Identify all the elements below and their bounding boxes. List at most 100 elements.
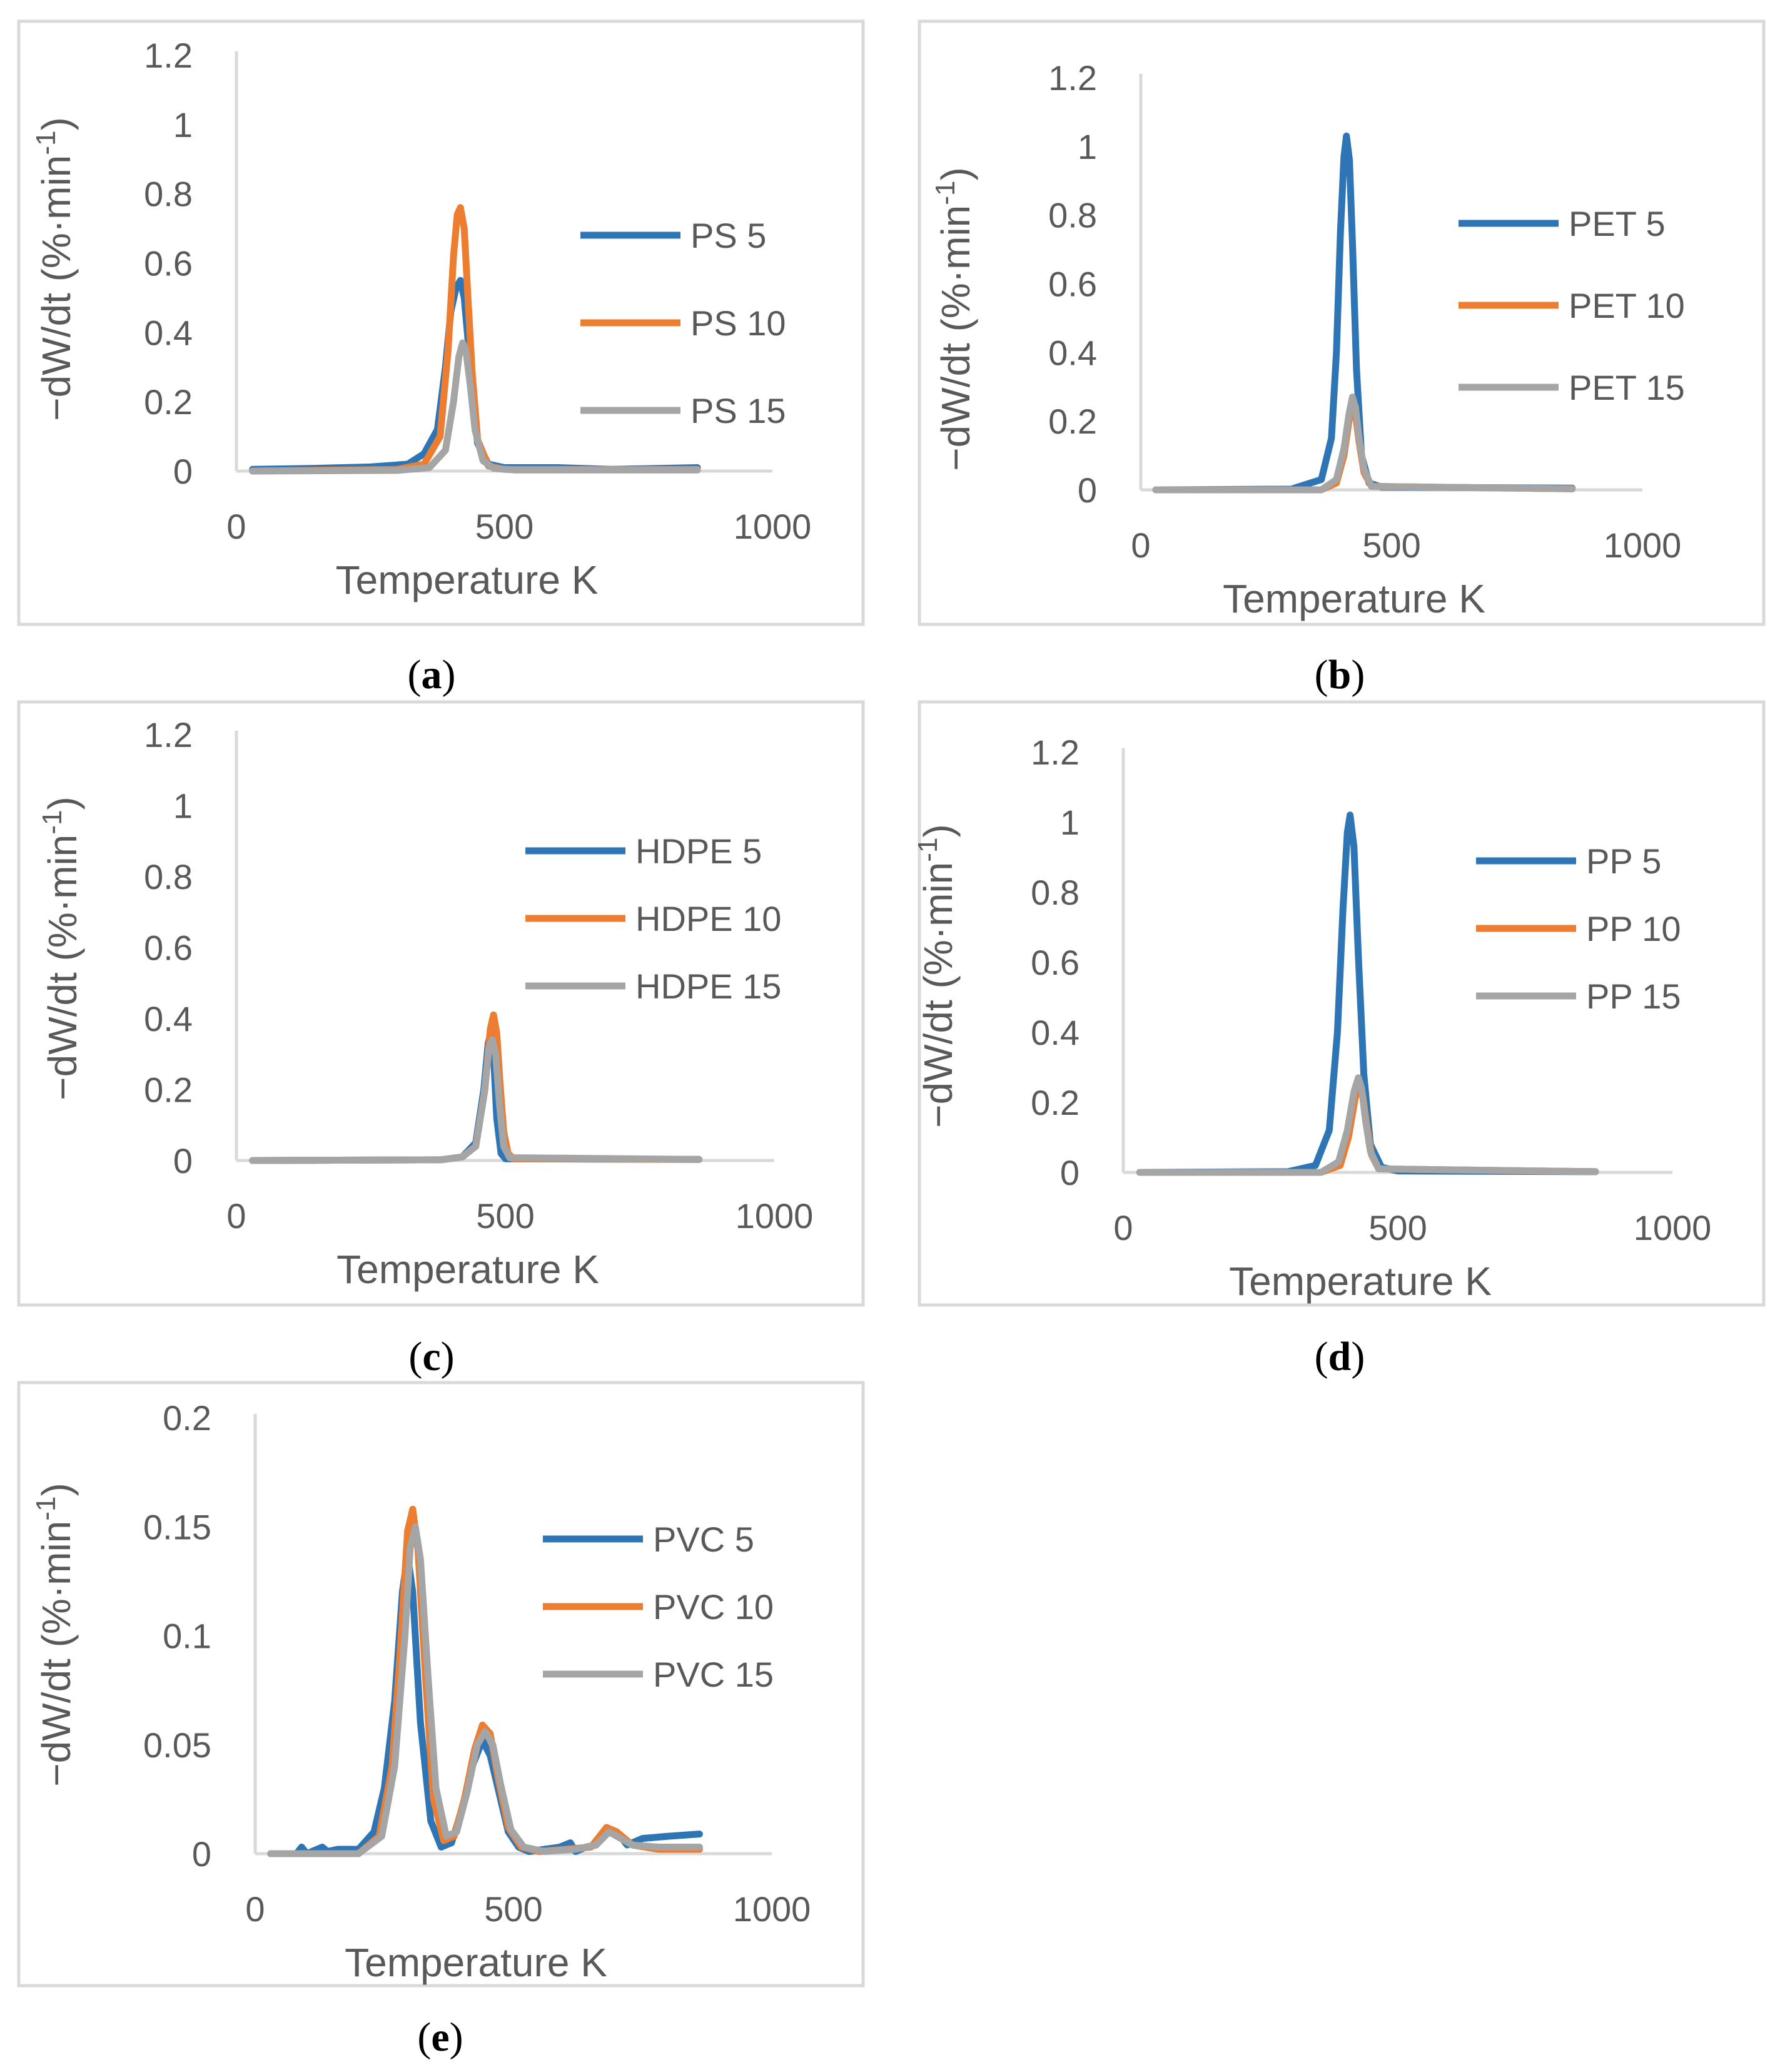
x-axis-title: Temperature K xyxy=(336,557,599,602)
y-tick-label: 0.4 xyxy=(1031,1013,1080,1052)
y-tick-label: 0.4 xyxy=(1048,333,1097,372)
x-tick-label: 500 xyxy=(475,507,533,546)
y-tick-label: 0.6 xyxy=(1048,265,1097,304)
caption-open-paren: ( xyxy=(408,652,422,698)
y-tick-label: 1 xyxy=(1060,803,1080,842)
x-axis-title: Temperature K xyxy=(345,1940,607,1985)
caption-close-paren: ) xyxy=(1351,1334,1365,1379)
x-tick-label: 0 xyxy=(226,1196,246,1236)
chart-panel-a: 0 0.2 0.4 0.6 0.8 1 1.2 0 500 1000 Temperature K −d… xyxy=(17,19,865,698)
chart-panel-b: 0 0.2 0.4 0.6 0.8 1 1.2 0 500 1000 Temperature K −d… xyxy=(918,19,1766,698)
legend-label: PVC 15 xyxy=(653,1655,774,1694)
y-tick-label: 0.8 xyxy=(1031,873,1080,912)
legend-label: PET 10 xyxy=(1569,286,1685,325)
y-axis-title-main: −dW/dt (%·min xyxy=(34,1521,79,1787)
y-axis-title-superscript: -1 xyxy=(913,838,943,862)
y-tick-label: 1 xyxy=(173,105,193,145)
x-tick-label: 1000 xyxy=(736,1196,814,1236)
y-tick-label: 0.15 xyxy=(143,1507,211,1546)
x-tick-label: 0 xyxy=(245,1889,265,1929)
y-axis-title-superscript: -1 xyxy=(37,810,68,835)
legend-label: PP 10 xyxy=(1586,909,1681,948)
y-axis-title-main: −dW/dt (%·min xyxy=(40,835,85,1100)
legend-label: PVC 10 xyxy=(653,1587,774,1627)
y-tick-label: 0.4 xyxy=(144,999,193,1039)
caption-close-paren: ) xyxy=(441,1334,455,1379)
y-tick-label: 0.8 xyxy=(144,175,193,214)
caption-letter: a xyxy=(422,652,442,698)
y-tick-label: 0 xyxy=(1060,1153,1080,1192)
panel-caption: (a) xyxy=(408,652,456,698)
legend-label: PET 15 xyxy=(1569,368,1685,407)
legend-label: PS 10 xyxy=(690,303,786,343)
series-line-pvc-15 xyxy=(267,1523,703,1857)
series-line-hdpe-15 xyxy=(249,1036,703,1164)
y-axis-title-main: −dW/dt (%·min xyxy=(34,155,79,421)
chart-panel-e: 0 0.05 0.1 0.15 0.2 0 500 1000 Temperature K −dW/… xyxy=(17,1381,865,2060)
caption-open-paren: ( xyxy=(1315,1334,1328,1379)
legend-label: HDPE 10 xyxy=(635,899,781,938)
x-tick-label: 1000 xyxy=(1604,526,1682,565)
y-tick-label: 0.8 xyxy=(1048,196,1097,235)
y-tick-label: 0.2 xyxy=(144,382,193,422)
y-tick-label: 0.2 xyxy=(163,1398,211,1438)
caption-letter: b xyxy=(1328,652,1352,698)
y-tick-label: 0 xyxy=(1078,470,1097,510)
caption-open-paren: ( xyxy=(1315,652,1328,698)
x-tick-label: 0 xyxy=(226,507,246,546)
y-tick-label: 1.2 xyxy=(144,36,193,75)
x-tick-label: 0 xyxy=(1113,1208,1133,1247)
y-tick-label: 0.8 xyxy=(144,857,193,896)
legend-label: PP 5 xyxy=(1586,841,1661,881)
y-axis-title-close: ) xyxy=(40,796,85,810)
chart-panel-c: 0 0.2 0.4 0.6 0.8 1 1.2 0 500 1000 Temperature K −d… xyxy=(17,700,865,1379)
legend-label: PS 15 xyxy=(690,391,786,430)
x-tick-label: 1000 xyxy=(734,507,812,546)
y-tick-label: 0.4 xyxy=(144,313,193,352)
legend-label: PVC 5 xyxy=(653,1520,754,1559)
y-axis-title-close: ) xyxy=(34,117,79,130)
y-axis-title-main: −dW/dt (%·min xyxy=(933,205,978,471)
y-tick-label: 0.2 xyxy=(1048,402,1097,441)
caption-open-paren: ( xyxy=(417,2014,431,2060)
x-tick-label: 500 xyxy=(484,1889,542,1929)
y-tick-label: 0.1 xyxy=(163,1617,211,1656)
y-axis-title-superscript: -1 xyxy=(930,181,961,205)
y-axis-title-close: ) xyxy=(933,167,978,180)
x-tick-label: 1000 xyxy=(1634,1208,1712,1247)
y-axis-title: −dW/dt (%·min-1) xyxy=(913,824,961,1127)
chart-panel-d: 0 0.2 0.4 0.6 0.8 1 1.2 0 500 1000 Temperature K −d… xyxy=(913,700,1766,1379)
y-axis-title: −dW/dt (%·min-1) xyxy=(31,1483,79,1786)
legend-label: PP 15 xyxy=(1586,977,1681,1016)
panel-caption: (e) xyxy=(417,2014,463,2060)
caption-close-paren: ) xyxy=(1351,652,1365,698)
x-tick-label: 0 xyxy=(1131,526,1150,565)
y-axis-title: −dW/dt (%·min-1) xyxy=(37,796,85,1100)
y-tick-label: 1.2 xyxy=(144,715,193,754)
y-tick-label: 0 xyxy=(173,1141,193,1181)
series-line-ps-15 xyxy=(249,339,701,475)
y-tick-label: 1 xyxy=(173,786,193,826)
x-tick-label: 500 xyxy=(1362,526,1420,565)
x-tick-label: 500 xyxy=(1368,1208,1427,1247)
caption-letter: c xyxy=(422,1334,440,1379)
caption-open-paren: ( xyxy=(408,1334,422,1379)
y-tick-label: 1 xyxy=(1078,127,1097,166)
y-tick-label: 0.2 xyxy=(1031,1083,1080,1122)
legend-label: HDPE 15 xyxy=(635,967,781,1006)
y-tick-label: 0 xyxy=(192,1834,211,1874)
chart-frame xyxy=(17,1381,865,1988)
legend-label: PET 5 xyxy=(1569,204,1666,243)
x-tick-label: 500 xyxy=(476,1196,534,1236)
panel-caption: (c) xyxy=(408,1334,454,1379)
y-axis-title-close: ) xyxy=(916,824,961,837)
y-axis-title-superscript: -1 xyxy=(31,131,61,155)
x-axis-title: Temperature K xyxy=(1223,576,1485,621)
y-tick-label: 0 xyxy=(173,452,193,491)
caption-close-paren: ) xyxy=(450,2014,463,2060)
caption-letter: e xyxy=(431,2014,449,2060)
legend-label: PS 5 xyxy=(690,216,766,255)
y-axis-title: −dW/dt (%·min-1) xyxy=(31,117,79,420)
y-axis-title-superscript: -1 xyxy=(31,1496,61,1521)
